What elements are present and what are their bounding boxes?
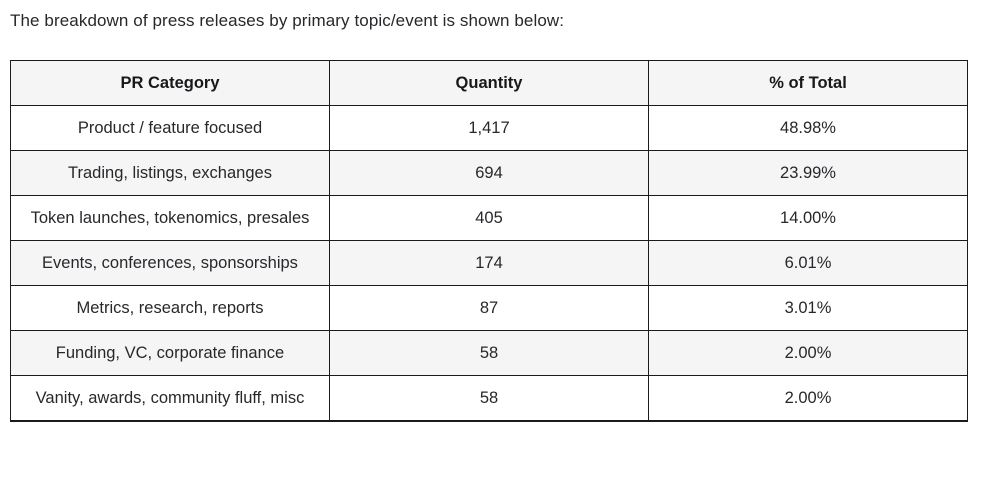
cell-category: Vanity, awards, community fluff, misc — [10, 375, 330, 422]
cell-category: Funding, VC, corporate finance — [10, 330, 330, 376]
cell-quantity: 58 — [329, 330, 649, 376]
cell-quantity: 694 — [329, 150, 649, 196]
table-row: Vanity, awards, community fluff, misc 58… — [10, 375, 968, 422]
cell-category: Metrics, research, reports — [10, 285, 330, 331]
column-header-percent: % of Total — [648, 60, 968, 106]
cell-percent: 23.99% — [648, 150, 968, 196]
cell-quantity: 58 — [329, 375, 649, 422]
column-header-pr-category: PR Category — [10, 60, 330, 106]
table-header-row: PR Category Quantity % of Total — [10, 60, 968, 106]
cell-percent: 6.01% — [648, 240, 968, 286]
cell-percent: 3.01% — [648, 285, 968, 331]
table-row: Events, conferences, sponsorships 174 6.… — [10, 240, 968, 286]
cell-category: Token launches, tokenomics, presales — [10, 195, 330, 241]
table-row: Product / feature focused 1,417 48.98% — [10, 105, 968, 151]
cell-quantity: 1,417 — [329, 105, 649, 151]
cell-category: Product / feature focused — [10, 105, 330, 151]
table-row: Trading, listings, exchanges 694 23.99% — [10, 150, 968, 196]
cell-percent: 2.00% — [648, 330, 968, 376]
cell-quantity: 87 — [329, 285, 649, 331]
cell-quantity: 174 — [329, 240, 649, 286]
table-row: Metrics, research, reports 87 3.01% — [10, 285, 968, 331]
cell-quantity: 405 — [329, 195, 649, 241]
cell-category: Events, conferences, sponsorships — [10, 240, 330, 286]
pr-breakdown-table: PR Category Quantity % of Total Product … — [10, 60, 968, 422]
cell-category: Trading, listings, exchanges — [10, 150, 330, 196]
table-row: Funding, VC, corporate finance 58 2.00% — [10, 330, 968, 376]
column-header-quantity: Quantity — [329, 60, 649, 106]
cell-percent: 14.00% — [648, 195, 968, 241]
cell-percent: 2.00% — [648, 375, 968, 422]
cell-percent: 48.98% — [648, 105, 968, 151]
intro-text: The breakdown of press releases by prima… — [10, 11, 565, 30]
table-row: Token launches, tokenomics, presales 405… — [10, 195, 968, 241]
